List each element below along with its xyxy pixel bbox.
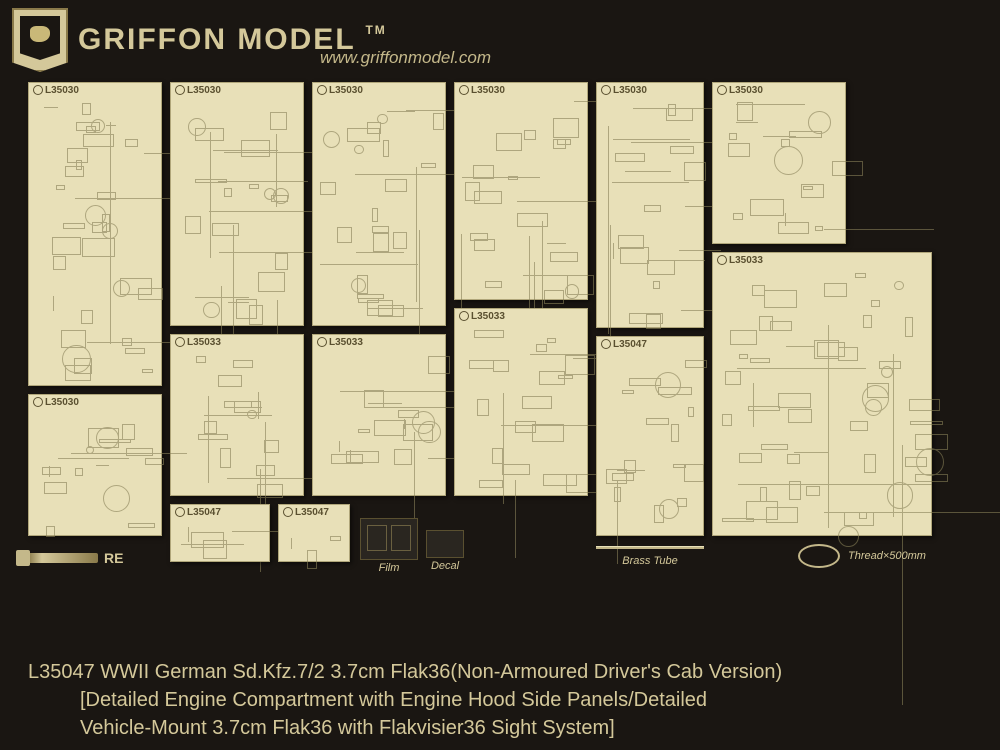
fret-parts-outline [35,101,155,379]
fret-label: L35033 [175,337,221,348]
fret-label: L35030 [33,397,79,408]
fret-label: L35030 [601,85,647,96]
extra-thread: Thread×500mm [798,544,928,568]
fret-parts-outline [603,355,697,529]
photoetch-fret-f3: L35030 [312,82,446,326]
brass-tube-label: Brass Tube [596,555,704,567]
fret-parts-outline [177,101,297,319]
photoetch-fret-f6: L35030 [712,82,846,244]
photoetch-fret-f4: L35030 [454,82,588,300]
barrel-label: RE [104,550,123,566]
decal-label: Decal [426,560,464,572]
photoetch-fret-f10: L35033 [454,308,588,496]
fret-label: L35033 [317,337,363,348]
website-url: www.griffonmodel.com [320,48,491,68]
extra-brass: Brass Tube [596,546,704,567]
caption-line-1: L35047 WWII German Sd.Kfz.7/2 3.7cm Flak… [28,658,972,686]
decal-graphic [426,530,464,558]
fret-parts-outline [719,271,925,529]
brand-text: GRIFFON MODEL [78,23,355,56]
fret-parts-outline [319,353,439,489]
fret-parts-outline [177,353,297,489]
photoetch-fret-f1: L35030 [28,82,162,386]
film-graphic [360,518,418,560]
photoetch-fret-f7: L35033 [712,252,932,536]
thread-label: Thread×500mm [848,550,926,562]
brass-tube-graphic [596,546,704,549]
fret-label: L35047 [601,339,647,350]
fret-label: L35047 [283,507,329,518]
fret-label: L35033 [459,311,505,322]
photoetch-fret-f12: L35030 [28,394,162,536]
extra-decal: Decal [426,530,464,572]
photoetch-fret-f14: L35047 [278,504,350,562]
trademark: TM [365,23,386,37]
extra-barrel: RE [28,550,138,566]
fret-label: L35030 [459,85,505,96]
fret-label: L35030 [717,85,763,96]
photoetch-fret-f9: L35033 [312,334,446,496]
fret-parts-outline [603,101,697,321]
photoetch-fret-f8: L35033 [170,334,304,496]
fret-label: L35033 [717,255,763,266]
fret-parts-outline [177,523,263,555]
frets-container: L35030 L35030 L35030 L35030 L35030 L35030 L350… [28,82,972,640]
fret-parts-outline [461,327,581,489]
photoetch-fret-f11: L35047 [596,336,704,536]
fret-parts-outline [319,101,439,319]
photoetch-fret-f2: L35030 [170,82,304,326]
caption-line-2: [Detailed Engine Compartment with Engine… [80,686,972,714]
fret-label: L35030 [33,85,79,96]
barrel-graphic [28,553,98,563]
fret-parts-outline [719,101,839,237]
fret-parts-outline [35,413,155,529]
fret-parts-outline [285,523,343,555]
fret-label: L35030 [317,85,363,96]
fret-label: L35047 [175,507,221,518]
photoetch-fret-f13: L35047 [170,504,270,562]
film-label: Film [360,562,418,574]
fret-parts-outline [461,101,581,293]
brand-logo [12,8,68,72]
extra-film: Film [360,518,418,574]
fret-label: L35030 [175,85,221,96]
caption-line-3: Vehicle-Mount 3.7cm Flak36 with Flakvisi… [80,714,972,742]
photoetch-fret-f5: L35030 [596,82,704,328]
thread-ring-icon [798,544,840,568]
